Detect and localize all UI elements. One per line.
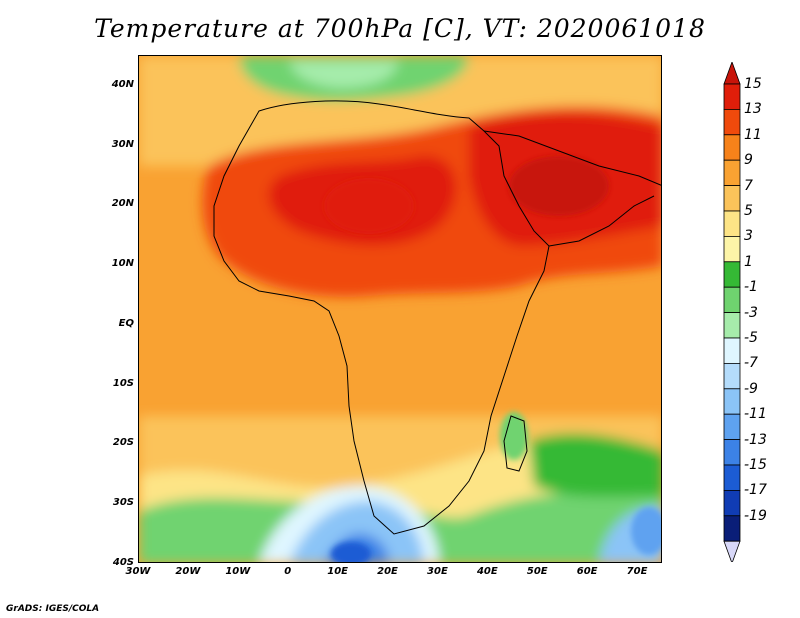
field-madagascar-green bbox=[500, 412, 528, 460]
lat-tick-label: 40N bbox=[111, 78, 134, 90]
colorbar-swatch bbox=[723, 286, 741, 313]
lon-tick-label: 0 bbox=[284, 566, 292, 577]
arabia-coastline bbox=[483, 130, 661, 247]
colorbar-swatch bbox=[723, 312, 741, 339]
colorbar-label: 9 bbox=[744, 152, 753, 169]
colorbar-label: 13 bbox=[744, 101, 762, 118]
colorbar-swatch bbox=[723, 185, 741, 212]
colorbar-label: 7 bbox=[744, 177, 753, 194]
credit-text: GrADS: IGES/COLA bbox=[6, 604, 100, 614]
lat-tick-label: 10S bbox=[112, 377, 134, 389]
colorbar-swatch bbox=[723, 439, 741, 466]
field-sahara-spot bbox=[324, 178, 414, 234]
colorbar-swatch bbox=[723, 388, 741, 415]
lon-tick-label: 30W bbox=[125, 566, 151, 577]
colorbar-swatch bbox=[723, 134, 741, 161]
lat-tick-label: 10N bbox=[111, 258, 134, 270]
lat-tick-label: 20S bbox=[112, 437, 134, 449]
colorbar-swatch bbox=[723, 235, 741, 263]
lon-tick-label: 50E bbox=[526, 566, 548, 577]
lon-tick-label: 20E bbox=[377, 566, 398, 577]
colorbar-swatch bbox=[723, 109, 741, 136]
map-title: Temperature at 700hPa [C], VT: 202006101… bbox=[94, 14, 706, 43]
colorbar-label: -9 bbox=[744, 380, 758, 397]
temperature-field bbox=[139, 56, 661, 562]
field-south-ind-core bbox=[631, 507, 661, 555]
colorbar-label: -1 bbox=[744, 279, 758, 296]
field-south-atl-blue bbox=[289, 501, 424, 562]
lon-tick-label: 40E bbox=[476, 566, 498, 577]
map-panel bbox=[138, 55, 662, 563]
lon-tick-label: 10W bbox=[225, 566, 251, 577]
field-south-atl-core bbox=[331, 542, 371, 562]
lat-tick-label: 30N bbox=[111, 138, 134, 150]
colorbar-label: -15 bbox=[744, 457, 767, 473]
colorbar-label: -5 bbox=[744, 330, 758, 346]
lon-tick-label: 30E bbox=[427, 566, 448, 577]
colorbar-swatch bbox=[723, 413, 741, 441]
lat-tick-label: 40S bbox=[112, 557, 134, 568]
colorbar-swatch bbox=[723, 337, 741, 364]
colorbar-label: 3 bbox=[744, 228, 753, 245]
lat-tick-label: EQ bbox=[118, 317, 134, 329]
africa-coastline bbox=[213, 100, 550, 535]
colorbar-swatch bbox=[723, 210, 741, 237]
colorbar-label: -7 bbox=[744, 355, 758, 372]
lon-tick-label: 70E bbox=[626, 566, 648, 577]
colorbar-top-triangle bbox=[723, 62, 741, 85]
colorbar-swatch bbox=[723, 515, 741, 542]
colorbar-label: -3 bbox=[744, 304, 758, 321]
lat-tick-label: 20N bbox=[111, 198, 134, 210]
colorbar-label: 11 bbox=[744, 126, 762, 143]
lon-tick-label: 10E bbox=[327, 566, 348, 577]
lon-tick-label: 20W bbox=[175, 566, 201, 577]
colorbar-label: 15 bbox=[744, 76, 762, 92]
lat-tick-label: 30S bbox=[112, 497, 134, 509]
colorbar-label: -19 bbox=[744, 507, 767, 524]
field-med-pale bbox=[289, 61, 399, 88]
colorbar-label: 5 bbox=[744, 203, 753, 219]
lon-tick-label: 60E bbox=[576, 566, 598, 577]
colorbar-label: 1 bbox=[744, 253, 753, 270]
colorbar-swatch bbox=[723, 362, 741, 390]
colorbar-bottom-triangle bbox=[723, 540, 741, 562]
colorbar-swatch bbox=[723, 83, 741, 110]
colorbar-swatch bbox=[723, 261, 741, 288]
colorbar-swatch bbox=[723, 159, 741, 186]
colorbar bbox=[723, 62, 741, 562]
field-arabia-spot bbox=[509, 156, 609, 216]
colorbar-swatch bbox=[723, 489, 741, 517]
field-south-ocean-green bbox=[529, 433, 661, 497]
colorbar-label: -11 bbox=[744, 406, 767, 423]
madagascar-coastline bbox=[503, 415, 528, 472]
colorbar-label: -13 bbox=[744, 431, 767, 448]
colorbar-label: -17 bbox=[744, 482, 767, 499]
colorbar-swatch bbox=[723, 464, 741, 491]
